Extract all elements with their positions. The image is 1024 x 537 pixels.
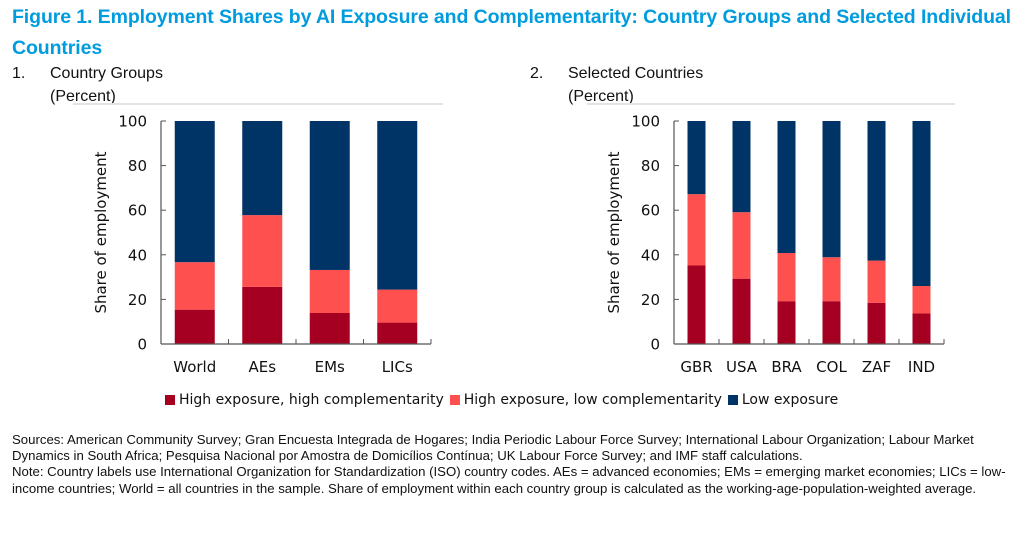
panel-2-title: Selected Countries — [568, 65, 704, 82]
bar-ind-high-exposure-low-complementarity — [912, 286, 931, 314]
y-tick-label: 40 — [128, 246, 147, 264]
sources-text: Sources: American Community Survey; Gran… — [12, 432, 974, 464]
bar-ind-high-exposure-high-complementarity — [912, 313, 931, 344]
legend-swatch-low — [727, 395, 738, 405]
panel-2-unit: (Percent) — [568, 88, 634, 105]
bar-bra-high-exposure-high-complementarity — [777, 301, 796, 344]
x-tick-label-usa: USA — [726, 358, 758, 376]
bar-world-high-exposure-high-complementarity — [174, 309, 215, 344]
legend-item-high-low: High exposure, low complementarity — [449, 392, 722, 408]
note-text: Note: Country labels use International O… — [12, 464, 1006, 496]
x-tick-label-col: COL — [816, 358, 847, 376]
bar-usa-high-exposure-low-complementarity — [732, 212, 751, 279]
x-tick-label-zaf: ZAF — [862, 358, 891, 376]
y-tick-label: 100 — [118, 113, 147, 131]
panel-1-heading: 1. Country Groups (Percent) — [12, 62, 163, 108]
bar-gbr-high-exposure-high-complementarity — [687, 265, 706, 344]
x-tick-label-world: World — [173, 358, 216, 376]
y-tick-label: 80 — [128, 157, 147, 175]
figure-title: Figure 1. Employment Shares by AI Exposu… — [12, 6, 1011, 59]
y-tick-label: 100 — [631, 113, 660, 131]
bar-ems-high-exposure-low-complementarity — [309, 269, 350, 313]
y-tick-label: 40 — [641, 246, 660, 264]
y-tick-label: 80 — [641, 157, 660, 175]
bar-world-high-exposure-low-complementarity — [174, 262, 215, 310]
bar-lics-high-exposure-low-complementarity — [377, 289, 418, 323]
bar-col-high-exposure-high-complementarity — [822, 301, 841, 344]
bar-aes-low-exposure — [242, 121, 283, 216]
legend-label-high-low: High exposure, low complementarity — [463, 392, 722, 408]
bar-usa-low-exposure — [732, 121, 751, 213]
panel-2-number: 2. — [530, 65, 544, 82]
x-tick-label-ems: EMs — [315, 358, 345, 376]
x-tick-label-aes: AEs — [248, 358, 276, 376]
panel-1-unit: (Percent) — [50, 88, 116, 105]
bar-aes-high-exposure-high-complementarity — [242, 286, 283, 344]
legend: High exposure, high complementarity High… — [165, 392, 844, 408]
chart-country-groups: 0 20 40 60 80 100 World AEs EMs LICs Share of empl… — [92, 113, 432, 376]
legend-item-low: Low exposure — [727, 392, 839, 408]
x-tick-label-lics: LICs — [382, 358, 413, 376]
legend-swatch-high-low — [449, 395, 460, 405]
y-tick-label: 0 — [650, 336, 660, 354]
notes: Sources: American Community Survey; Gran… — [12, 432, 1022, 497]
y-tick-label: 60 — [641, 202, 660, 220]
bar-aes-high-exposure-low-complementarity — [242, 215, 283, 287]
bar-lics-high-exposure-high-complementarity — [377, 322, 418, 344]
bar-world-low-exposure — [174, 121, 215, 263]
panel-2-divider — [587, 103, 955, 105]
bar-col-high-exposure-low-complementarity — [822, 257, 841, 302]
legend-item-high-high: High exposure, high complementarity — [165, 392, 444, 408]
y-axis-label: Share of employment — [92, 151, 110, 313]
y-axis-label: Share of employment — [605, 151, 623, 313]
bar-ems-low-exposure — [309, 121, 350, 270]
legend-swatch-high-high — [165, 395, 175, 405]
x-tick-label-gbr: GBR — [680, 358, 712, 376]
y-tick-label: 20 — [128, 291, 147, 309]
bar-gbr-high-exposure-low-complementarity — [687, 194, 706, 266]
panel-1-divider — [73, 103, 443, 105]
bar-gbr-low-exposure — [687, 121, 706, 195]
legend-label-low: Low exposure — [741, 392, 839, 408]
x-tick-label-bra: BRA — [771, 358, 802, 376]
y-tick-label: 0 — [137, 336, 147, 354]
bar-zaf-high-exposure-low-complementarity — [867, 260, 886, 303]
y-tick-label: 20 — [641, 291, 660, 309]
bar-usa-high-exposure-high-complementarity — [732, 278, 751, 344]
panel-2-heading: 2. Selected Countries (Percent) — [530, 62, 703, 108]
bar-col-low-exposure — [822, 121, 841, 258]
x-tick-label-ind: IND — [908, 358, 935, 376]
panel-1-title: Country Groups — [50, 65, 163, 82]
bar-ems-high-exposure-high-complementarity — [309, 313, 350, 344]
bar-lics-low-exposure — [377, 121, 418, 290]
bar-zaf-low-exposure — [867, 121, 886, 261]
bar-zaf-high-exposure-high-complementarity — [867, 302, 886, 344]
legend-label-high-high: High exposure, high complementarity — [179, 392, 444, 408]
chart-selected-countries: 0 20 40 60 80 100 GBR USA BRA COL ZAF IND Share of e… — [605, 113, 945, 376]
bar-bra-high-exposure-low-complementarity — [777, 253, 796, 302]
bar-bra-low-exposure — [777, 121, 796, 254]
bar-ind-low-exposure — [912, 121, 931, 287]
y-tick-label: 60 — [128, 202, 147, 220]
panel-1-number: 1. — [12, 65, 26, 82]
